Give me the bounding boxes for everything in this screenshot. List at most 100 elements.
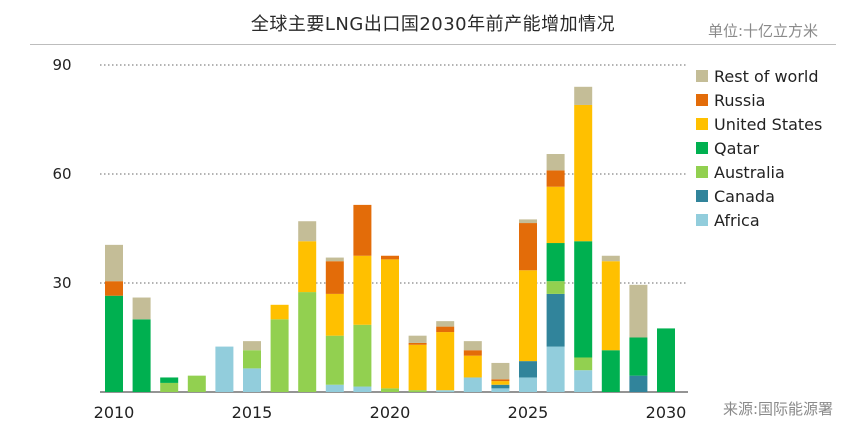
title-divider	[30, 44, 836, 45]
bar-segment-2022-united-states	[436, 332, 455, 391]
bar-segment-2026-africa	[546, 346, 565, 392]
bar-segment-2025-canada	[519, 361, 537, 378]
legend-item-united-states: United States	[696, 112, 822, 136]
y-tick-label-30: 30	[52, 274, 71, 292]
unit-label: 单位:十亿立方米	[707, 22, 818, 40]
bar-segment-2011-qatar	[132, 319, 151, 392]
bar-segment-2027-united-states	[574, 104, 593, 242]
legend-swatch	[696, 142, 708, 154]
bar-segment-2027-rest-of-world	[574, 86, 593, 105]
x-tick-label-2030: 2030	[646, 403, 687, 422]
bar-segment-2027-qatar	[574, 241, 593, 358]
bar-segment-2020-russia	[381, 255, 399, 260]
bar-segment-2011-rest-of-world	[132, 297, 151, 320]
bar-segment-2022-russia	[436, 326, 455, 333]
bar-segment-2020-australia	[381, 388, 399, 392]
bar-segment-2023-russia	[463, 350, 482, 356]
bar-segment-2025-russia	[519, 223, 537, 271]
bar-segment-2028-qatar	[601, 350, 620, 392]
bar-segment-2019-africa	[353, 386, 372, 392]
bar-segment-2027-africa	[574, 370, 593, 392]
bar-segment-2021-russia	[408, 342, 427, 345]
bar-segment-2026-canada	[546, 293, 565, 347]
legend-swatch	[696, 94, 708, 106]
legend-item-africa: Africa	[696, 208, 822, 232]
bar-segment-2012-qatar	[160, 377, 179, 383]
legend-label: Russia	[714, 90, 766, 110]
bar-segment-2023-africa	[463, 377, 482, 392]
legend-label: Africa	[714, 210, 760, 230]
legend-item-qatar: Qatar	[696, 136, 822, 160]
source-note: 来源:国际能源署	[722, 400, 833, 418]
bar-segment-2017-united-states	[298, 241, 317, 293]
legend-item-rest-of-world: Rest of world	[696, 64, 822, 88]
bar-segment-2026-rest-of-world	[546, 154, 565, 171]
bar-segment-2012-australia	[160, 382, 179, 392]
legend-swatch	[696, 70, 708, 82]
bar-segment-2017-australia	[298, 292, 317, 392]
bar-segment-2025-united-states	[519, 270, 537, 362]
legend-label: Canada	[714, 186, 775, 206]
bar-segment-2021-united-states	[408, 344, 427, 391]
bar-segment-2024-canada	[491, 384, 510, 389]
bar-segment-2018-russia	[325, 261, 344, 294]
bar-segment-2010-russia	[105, 281, 123, 296]
bar-segment-2024-rest-of-world	[491, 362, 510, 380]
bar-segment-2021-australia	[408, 390, 427, 392]
x-tick-label-2025: 2025	[508, 403, 549, 422]
bar-segment-2021-rest-of-world	[408, 335, 427, 343]
x-tick-label-2010: 2010	[94, 403, 135, 422]
legend-item-canada: Canada	[696, 184, 822, 208]
bar-segment-2025-africa	[519, 377, 537, 392]
bar-segment-2025-rest-of-world	[519, 219, 537, 224]
legend-label: Rest of world	[714, 66, 819, 86]
bar-segment-2020-united-states	[381, 259, 399, 389]
legend-label: Australia	[714, 162, 785, 182]
bar-segment-2014-africa	[215, 346, 234, 392]
chart-legend: Rest of world Russia United States Qatar Aus…	[696, 64, 822, 232]
bar-segment-2016-australia	[270, 319, 289, 392]
legend-label: United States	[714, 114, 823, 134]
bar-segment-2024-united-states	[491, 381, 510, 385]
bar-segment-2022-africa	[436, 390, 455, 392]
legend-label: Qatar	[714, 138, 760, 158]
bar-segment-2013-australia	[187, 375, 206, 392]
bar-segment-2018-australia	[325, 335, 344, 385]
bar-segment-2026-qatar	[546, 243, 565, 282]
legend-swatch	[696, 166, 708, 178]
bar-segment-2026-united-states	[546, 186, 565, 244]
legend-swatch	[696, 214, 708, 226]
bar-segment-2015-rest-of-world	[243, 341, 261, 351]
y-tick-label-60: 60	[52, 165, 71, 183]
bar-segment-2026-australia	[546, 281, 565, 294]
bar-segment-2019-australia	[353, 324, 372, 387]
x-tick-label-2015: 2015	[232, 403, 273, 422]
bar-segment-2010-rest-of-world	[105, 244, 123, 282]
bar-segment-2018-rest-of-world	[325, 257, 344, 262]
bar-segment-2030-qatar	[657, 328, 675, 392]
bar-segment-2024-russia	[491, 379, 510, 382]
bar-segment-2028-united-states	[601, 261, 620, 351]
bar-segment-2028-rest-of-world	[601, 255, 620, 262]
chart-title: 全球主要LNG出口国2030年前产能增加情况	[250, 14, 616, 35]
x-tick-label-2020: 2020	[370, 403, 411, 422]
bar-segment-2029-qatar	[629, 337, 648, 376]
bar-segment-2027-australia	[574, 357, 593, 371]
legend-item-russia: Russia	[696, 88, 822, 112]
bar-segment-2010-qatar	[105, 295, 123, 392]
legend-item-australia: Australia	[696, 160, 822, 184]
bar-segment-2015-africa	[243, 368, 261, 392]
bar-segment-2023-united-states	[463, 355, 482, 378]
bar-segment-2018-united-states	[325, 293, 344, 336]
bar-segment-2029-rest-of-world	[629, 284, 648, 338]
bar-segment-2017-rest-of-world	[298, 221, 317, 242]
bar-segment-2016-united-states	[270, 304, 289, 320]
legend-swatch	[696, 190, 708, 202]
legend-swatch	[696, 118, 708, 130]
y-tick-label-90: 90	[52, 56, 71, 74]
bar-segment-2022-rest-of-world	[436, 321, 455, 327]
bar-segment-2015-australia	[243, 350, 261, 369]
bar-segment-2019-russia	[353, 204, 372, 256]
bar-segment-2026-russia	[546, 170, 565, 187]
bar-segment-2029-canada	[629, 375, 648, 392]
